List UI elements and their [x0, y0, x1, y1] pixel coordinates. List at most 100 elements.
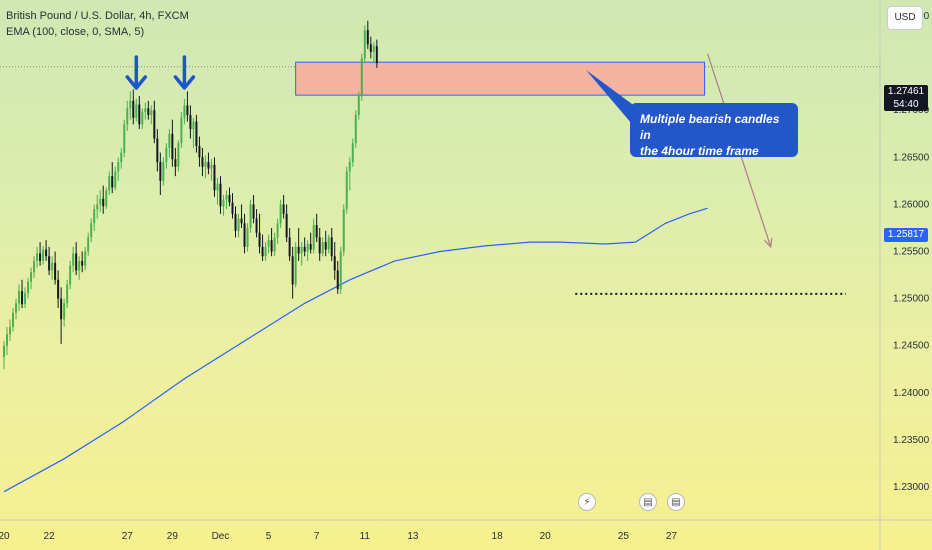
- candle-body: [297, 246, 300, 254]
- bullish-candle: [246, 223, 249, 252]
- candle-body: [303, 246, 306, 252]
- candle-body: [180, 117, 183, 144]
- price-tick-label: 1.23500: [893, 435, 930, 446]
- candle-body: [81, 260, 84, 266]
- bullish-candle: [294, 242, 297, 288]
- candle-body: [243, 223, 246, 247]
- bullish-candle: [129, 91, 132, 120]
- bearish-candle: [375, 39, 378, 68]
- time-tick-label: 7: [314, 531, 320, 542]
- callout-line-2: the 4hour time frame: [640, 144, 759, 158]
- bullish-candle: [15, 298, 18, 320]
- bullish-candle: [3, 341, 5, 370]
- candle-body: [216, 183, 219, 191]
- bearish-candle: [369, 36, 372, 59]
- bullish-candle: [225, 190, 228, 210]
- candle-body: [69, 265, 72, 285]
- bullish-candle: [177, 140, 180, 172]
- candle-body: [57, 279, 60, 299]
- bearish-candle: [21, 279, 24, 309]
- candle-body: [75, 253, 78, 271]
- bullish-candle: [69, 260, 72, 290]
- time-tick-label: 5: [266, 531, 272, 542]
- bearish-candle: [147, 100, 150, 120]
- bullish-candle: [84, 246, 87, 271]
- bearish-candle: [171, 119, 174, 167]
- time-axis: 20 22 27 29 Dec 5 7 11 13 18 20 25 27: [0, 531, 677, 542]
- callout-note[interactable]: Multiple bearish candles in the 4hour ti…: [630, 103, 798, 158]
- bearish-candle: [288, 227, 291, 261]
- uk-flag-icon[interactable]: ▤: [667, 493, 685, 511]
- candle-body: [249, 204, 252, 228]
- candle-body: [27, 281, 30, 293]
- candle-body: [324, 242, 327, 250]
- us-flag-icon[interactable]: ▤: [639, 493, 657, 511]
- bullish-candle: [183, 98, 186, 125]
- candle-body: [201, 157, 204, 167]
- candle-body: [183, 105, 186, 118]
- time-tick-label: Dec: [212, 531, 230, 542]
- bearish-candle: [159, 152, 162, 195]
- callout-line-1: Multiple bearish candles in: [640, 112, 780, 142]
- bearish-candle: [219, 176, 222, 214]
- current-price-tag: 1.27461 54:40: [884, 85, 928, 111]
- candle-body: [36, 253, 39, 261]
- bullish-candle: [264, 242, 267, 261]
- bearish-candle: [261, 234, 264, 261]
- bearish-candle: [45, 240, 48, 261]
- bullish-candle: [135, 98, 138, 122]
- candle-body: [195, 121, 198, 147]
- bearish-candle: [309, 232, 312, 254]
- candle-body: [360, 58, 363, 97]
- bullish-candle: [120, 147, 123, 169]
- bearish-candle: [252, 195, 255, 224]
- lightning-icon[interactable]: ⚡: [578, 493, 596, 511]
- price-tick-label: 1.26000: [893, 199, 930, 210]
- bullish-candle: [108, 171, 111, 195]
- candle-body: [342, 209, 345, 252]
- candle-body: [6, 334, 9, 346]
- candle-body: [213, 164, 216, 191]
- candle-body: [231, 202, 234, 214]
- bearish-candle: [324, 230, 327, 257]
- bullish-candle: [30, 267, 33, 290]
- candle-body: [132, 100, 135, 118]
- bullish-candle: [66, 279, 69, 309]
- bearish-candle: [189, 105, 192, 139]
- candle-body: [198, 146, 201, 158]
- bullish-candle: [165, 143, 168, 169]
- bearish-candle: [75, 242, 78, 276]
- candle-body: [66, 284, 69, 304]
- arrow-head: [173, 75, 196, 90]
- bullish-candle: [273, 232, 276, 257]
- candle-body: [279, 204, 282, 224]
- candle-body: [300, 246, 303, 254]
- candle-body: [291, 256, 294, 285]
- candle-body: [123, 124, 126, 153]
- candle-body: [30, 272, 33, 282]
- candle-body: [234, 213, 237, 231]
- indicator-title[interactable]: EMA (100, close, 0, SMA, 5): [6, 26, 145, 38]
- bearish-candle: [333, 242, 336, 280]
- price-tick-label: 1.25000: [893, 294, 930, 305]
- candle-body: [321, 242, 324, 254]
- candle-body: [252, 204, 255, 219]
- candle-body: [141, 112, 144, 125]
- currency-selector[interactable]: USD: [887, 6, 923, 30]
- bullish-candle: [51, 256, 54, 280]
- candle-body: [174, 159, 177, 167]
- bullish-candle: [27, 277, 30, 299]
- candle-body: [15, 303, 18, 313]
- candle-body: [210, 164, 213, 169]
- candle-body: [12, 312, 15, 327]
- bullish-candle: [342, 204, 345, 257]
- bearish-candle: [231, 193, 234, 219]
- time-tick-label: 22: [44, 531, 56, 542]
- candle-body: [84, 251, 87, 266]
- bullish-candle: [12, 308, 15, 332]
- candle-body: [375, 46, 378, 64]
- symbol-title[interactable]: British Pound / U.S. Dollar, 4h, FXCM: [6, 10, 189, 22]
- bullish-candle: [78, 256, 81, 280]
- candle-body: [288, 237, 291, 257]
